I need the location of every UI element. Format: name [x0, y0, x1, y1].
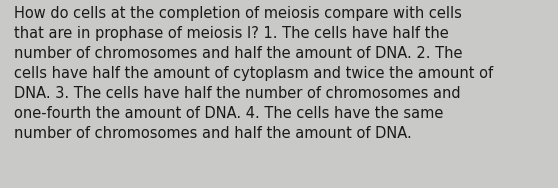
Text: How do cells at the completion of meiosis compare with cells
that are in prophas: How do cells at the completion of meiosi…	[14, 6, 493, 141]
